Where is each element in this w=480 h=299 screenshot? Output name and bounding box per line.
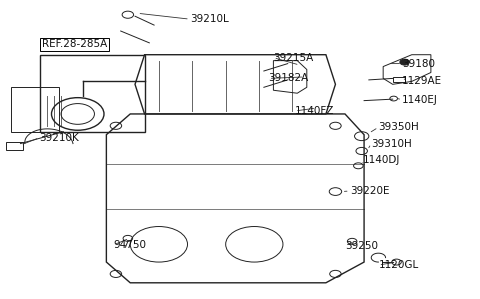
Text: 39182A: 39182A — [269, 74, 309, 83]
Bar — [39, 55, 144, 132]
Text: 1129AE: 1129AE — [402, 76, 443, 86]
Bar — [6, 142, 23, 150]
Text: 39215A: 39215A — [274, 53, 313, 63]
Circle shape — [400, 59, 409, 65]
Text: 1120GL: 1120GL — [378, 260, 419, 270]
Text: 94750: 94750 — [114, 240, 146, 250]
Bar — [393, 77, 405, 82]
Text: 39180: 39180 — [402, 59, 435, 68]
Text: 39250: 39250 — [345, 241, 378, 251]
Text: 39310H: 39310H — [371, 138, 412, 149]
Text: 39350H: 39350H — [378, 122, 419, 132]
Text: 39210K: 39210K — [39, 133, 79, 143]
Text: 1140FZ: 1140FZ — [295, 106, 334, 116]
Bar — [11, 87, 59, 132]
Text: 1140DJ: 1140DJ — [363, 155, 400, 165]
Text: REF.28-285A: REF.28-285A — [42, 39, 107, 49]
Text: 1140EJ: 1140EJ — [402, 95, 438, 105]
Text: 39220E: 39220E — [350, 186, 389, 196]
Text: 39210L: 39210L — [190, 14, 228, 24]
